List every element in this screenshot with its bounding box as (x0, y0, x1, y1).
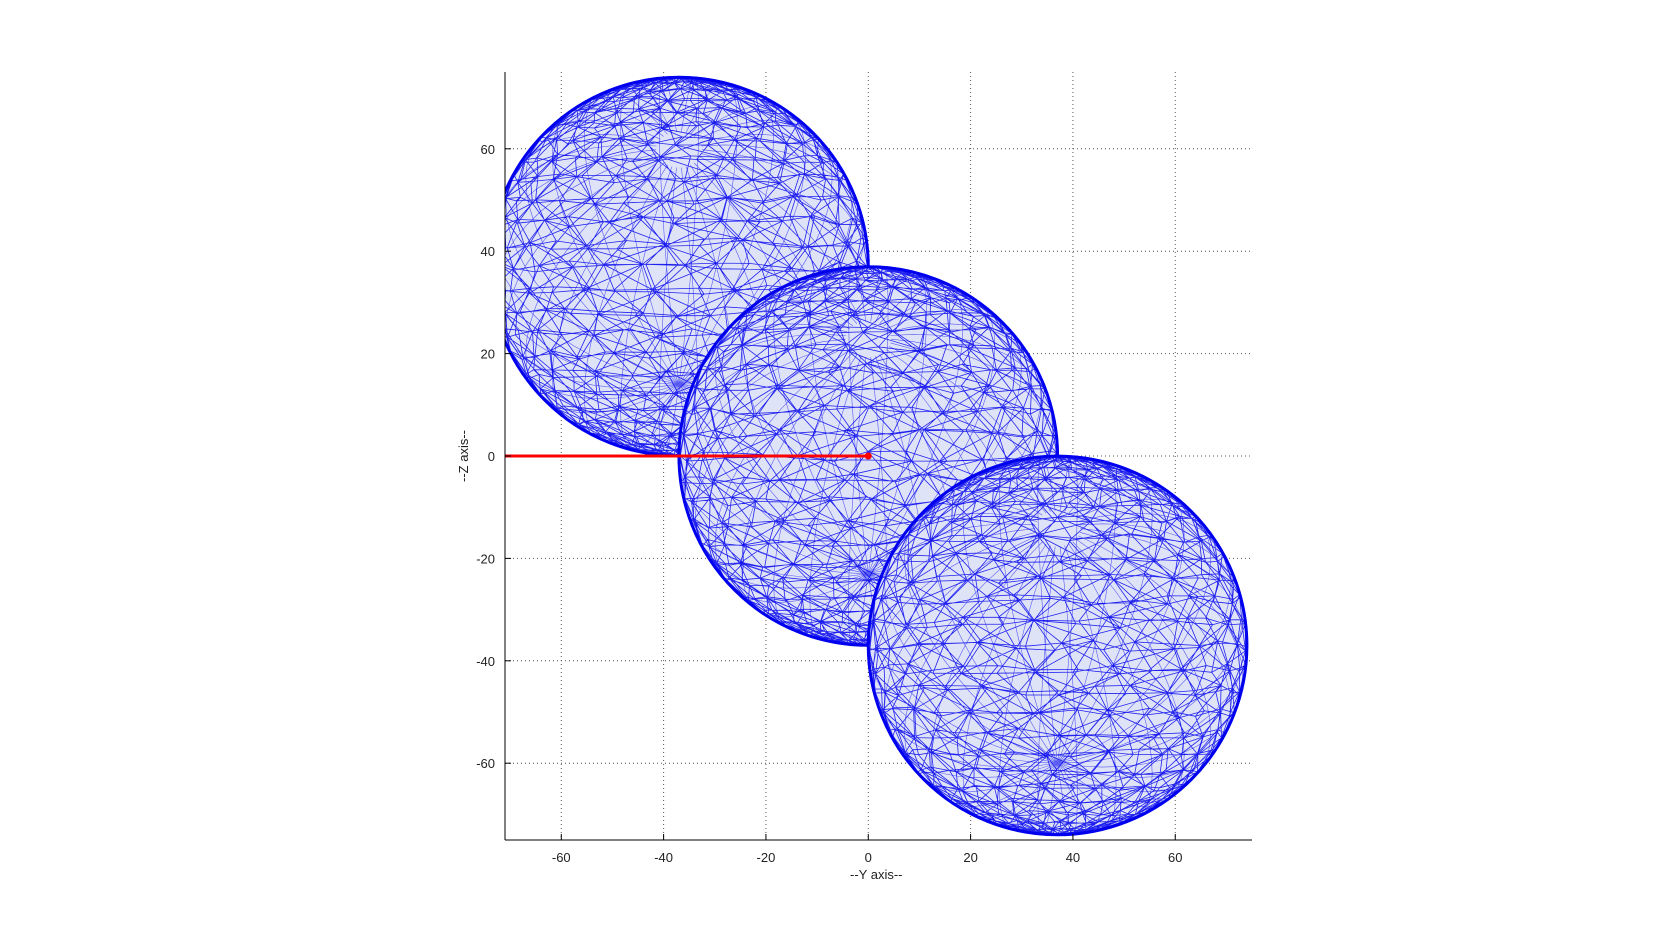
y-tick-label: 20 (481, 347, 495, 362)
x-tick-label: 60 (1168, 850, 1182, 865)
x-tick-label: -20 (757, 850, 776, 865)
y-tick-label: -40 (476, 654, 495, 669)
tick-labels: -60 -40 -20 0 20 40 60 -60 -40 -20 0 20 40 60 (476, 142, 1182, 865)
x-tick-label: 0 (865, 850, 872, 865)
x-tick-label: 20 (963, 850, 977, 865)
y-tick-label: -60 (476, 756, 495, 771)
x-axis-title: --Y axis-- (850, 867, 902, 882)
y-tick-label: 40 (481, 244, 495, 259)
y-tick-label: -20 (476, 551, 495, 566)
x-tick-label: 40 (1066, 850, 1080, 865)
sphere-mesh-3 (866, 454, 1249, 837)
y-tick-label: 0 (488, 449, 495, 464)
x-tick-label: -40 (654, 850, 673, 865)
red-line-endpoint (864, 452, 872, 460)
axes (504, 72, 1252, 841)
x-tick-label: -60 (552, 850, 571, 865)
red-line-group (505, 452, 872, 460)
y-axis-title: --Z axis-- (456, 430, 471, 482)
y-tick-label: 60 (481, 142, 495, 157)
